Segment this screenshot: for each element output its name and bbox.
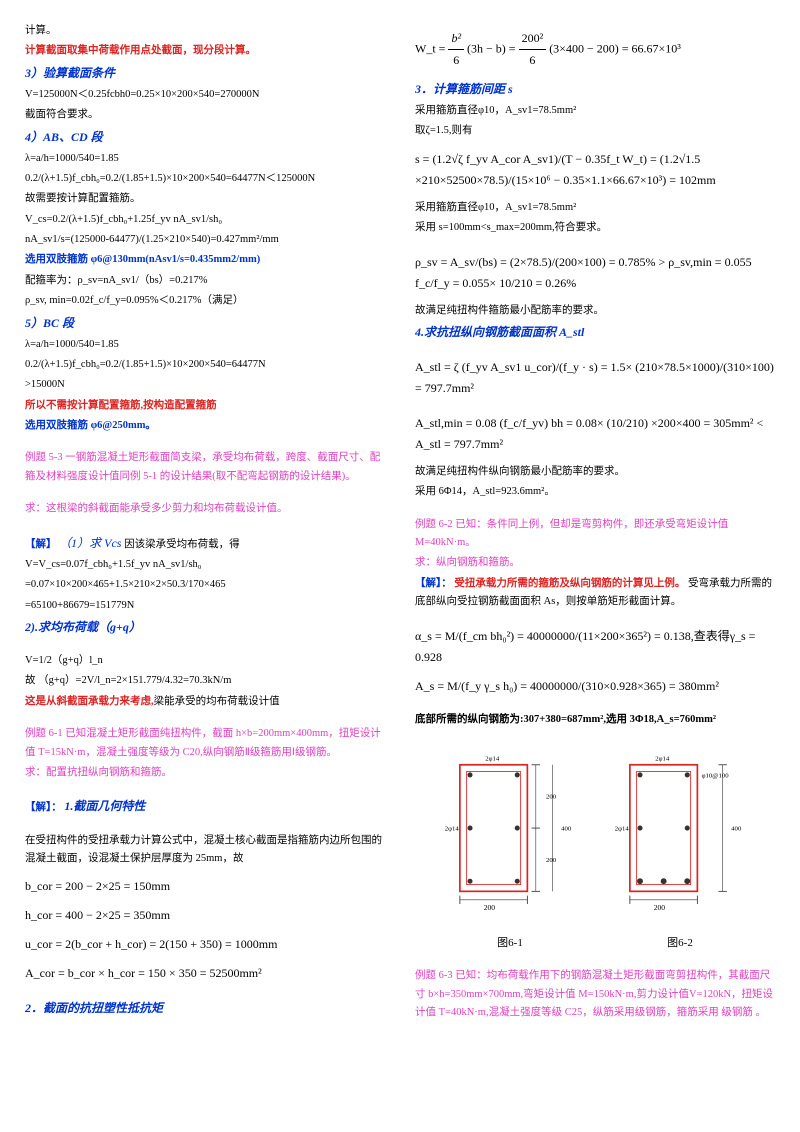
text: 故满足纯扭构件箍筋最小配筋率的要求。	[415, 302, 775, 320]
text: 截面符合要求。	[25, 106, 385, 124]
svg-text:200: 200	[545, 857, 556, 864]
svg-text:200: 200	[545, 793, 556, 800]
example-req: 求：纵向钢筋和箍筋。	[415, 554, 775, 572]
svg-text:200: 200	[483, 903, 495, 912]
sol-text: 因该梁承受均布荷载，得	[124, 539, 240, 550]
formula: u_cor = 2(b_cor + h_cor) = 2(150 + 350) …	[25, 934, 385, 955]
f: W_t =	[415, 41, 448, 55]
heading: 2．截面的抗扭塑性抵抗矩	[25, 998, 385, 1019]
text: V=V_cs=0.07f_cbh₀+1.5f_yv nA_sv1/sh₀	[25, 556, 385, 574]
text: λ=a/h=1000/540=1.85	[25, 150, 385, 168]
cross-section-icon: 200 200 200 400 2φ14 2φ14	[443, 744, 578, 929]
sol-label: 【解】：	[25, 802, 62, 813]
text: ρ_sv, min=0.02f_c/f_y=0.095%＜0.217%（满足）	[25, 292, 385, 310]
svg-text:φ10@100: φ10@100	[701, 772, 729, 779]
text: 选用双肢箍筋 φ6@130mm(nAsv1/s=0.435mm2/mm)	[25, 251, 385, 269]
example-title: 例题 6-1 已知混凝土矩形截面纯扭构件，截面 h×b=200mm×400mm，…	[25, 725, 385, 762]
svg-text:2φ14: 2φ14	[485, 755, 500, 762]
formula: A_cor = b_cor × h_cor = 150 × 350 = 5250…	[25, 963, 385, 984]
example-title: 例题 5-3 一钢筋混凝土矩形截面简支梁，承受均布荷载，跨度、截面尺寸、配箍及材…	[25, 449, 385, 486]
text: 0.2/(λ+1.5)f_cbh₀=0.2/(1.85+1.5)×10×200×…	[25, 356, 385, 374]
heading: 4）AB、CD 段	[25, 127, 385, 148]
sol-label: 【解】	[25, 539, 57, 550]
text: 取ζ=1.5,则有	[415, 122, 775, 140]
solution: 【解】 （1）求 Vcs 因该梁承受均布荷载，得	[25, 533, 385, 554]
text: 配箍率为：ρ_sv=nA_sv1/（bs）=0.217%	[25, 272, 385, 290]
sol-label: 【解】：	[415, 578, 452, 589]
formula: A_stl,min = 0.08 (f_c/f_yv) bh = 0.08× (…	[415, 413, 775, 455]
text: >15000N	[25, 376, 385, 394]
sol-part: 1.截面几何特性	[64, 799, 145, 813]
svg-text:2φ14: 2φ14	[614, 825, 629, 832]
text: 采用箍筋直径φ10，A_sv1=78.5mm²	[415, 102, 775, 120]
f: (3h − b) =	[467, 41, 519, 55]
formula: A_stl = ζ (f_yv A_sv1 u_cor)/(f_y · s) =…	[415, 357, 775, 399]
text: 采用 s=100mm<s_max=200mm,符合要求。	[415, 219, 775, 237]
text: 选用双肢箍筋 φ6@250mm。	[25, 417, 385, 435]
text: 所以不需按计算配置箍筋,按构造配置箍筋	[25, 397, 385, 415]
formula: ρ_sv = A_sv/(bs) = (2×78.5)/(200×100) = …	[415, 252, 775, 294]
heading: 3．计算箍筋间距 s	[415, 79, 775, 100]
fig-label: 图6-2	[667, 934, 693, 953]
example-req: 求：配置抗扭纵向钢筋和箍筋。	[25, 764, 385, 782]
sol-text: 受扭承载力所需的箍筋及纵向钢筋的计算见上例。	[454, 578, 685, 589]
diagram-1: 200 200 200 400 2φ14 2φ14 图6-1	[443, 744, 578, 953]
formula: A_s = M/(f_y γ_s h₀) = 40000000/(310×0.9…	[415, 676, 775, 697]
svg-text:2φ14: 2φ14	[444, 825, 459, 832]
text: λ=a/h=1000/540=1.85	[25, 336, 385, 354]
example-title: 例题 6-2 已知：条件同上例，但却是弯剪构件，即还承受弯矩设计值M=40kN·…	[415, 516, 775, 553]
heading: 3）验算截面条件	[25, 63, 385, 84]
left-column: 计算。 计算截面取集中荷载作用点处截面，现分段计算。 3）验算截面条件 V=12…	[25, 20, 385, 1024]
text: 这是从斜截面承载力来考虑,梁能承受的均布荷载设计值	[25, 693, 385, 711]
text: 这是从斜截面承载力来考虑,	[25, 696, 154, 707]
text: 故满足纯扭构件纵向钢筋最小配筋率的要求。	[415, 463, 775, 481]
heading: 5）BC 段	[25, 313, 385, 334]
formula: h_cor = 400 − 2×25 = 350mm	[25, 905, 385, 926]
sol-part: （1）求 Vcs	[59, 536, 121, 550]
solution: 【解】： 1.截面几何特性	[25, 796, 385, 817]
text: 采用 6Φ14，A_stl=923.6mm²。	[415, 483, 775, 501]
svg-text:400: 400	[731, 825, 742, 832]
text: =0.07×10×200×465+1.5×210×2×50.3/170×465	[25, 576, 385, 594]
fig-label: 图6-1	[497, 934, 523, 953]
text: 梁能承受的均布荷载设计值	[154, 696, 280, 707]
solution: 【解】： 受扭承载力所需的箍筋及纵向钢筋的计算见上例。 受弯承载力所需的底部纵向…	[415, 575, 775, 612]
text: nA_sv1/s=(125000-64477)/(1.25×210×540)=0…	[25, 231, 385, 249]
right-column: W_t = b²6 (3h − b) = 200²6 (3×400 − 200)…	[415, 20, 775, 1024]
svg-text:400: 400	[561, 825, 572, 832]
example-req: 求：这根梁的斜截面能承受多少剪力和均布荷载设计值。	[25, 500, 385, 518]
text: V=125000N＜0.25fcbh0=0.25×10×200×540=2700…	[25, 86, 385, 104]
text: 故 （g+q）=2V/l_n=2×151.779/4.32=70.3kN/m	[25, 672, 385, 690]
heading: 2).求均布荷载（g+q）	[25, 617, 385, 638]
text: 计算截面取集中荷载作用点处截面，现分段计算。	[25, 42, 385, 60]
f: (3×400 − 200) = 66.67×10³	[549, 41, 681, 55]
text: 底部所需的纵向钢筋为:307+380=687mm²,选用 3Φ18,A_s=76…	[415, 711, 775, 729]
formula: b_cor = 200 − 2×25 = 150mm	[25, 876, 385, 897]
formula: α_s = M/(f_cm bh₀²) = 40000000/(11×200×3…	[415, 626, 775, 668]
formula: s = (1.2√ζ f_yv A_cor A_sv1)/(T − 0.35f_…	[415, 149, 775, 191]
text: 计算。	[25, 22, 385, 40]
svg-text:200: 200	[653, 903, 665, 912]
text: =65100+86679=151779N	[25, 597, 385, 615]
diagram-2: 200 400 2φ14 φ10@100 2φ14 图6-2	[613, 744, 748, 953]
diagrams-row: 200 200 200 400 2φ14 2φ14 图6-1 200 400 2φ…	[415, 744, 775, 953]
text: 故需要按计算配置箍筋。	[25, 190, 385, 208]
formula: W_t = b²6 (3h − b) = 200²6 (3×400 − 200)…	[415, 28, 775, 71]
heading: 4.求抗扭纵向钢筋截面面积 A_stl	[415, 322, 775, 343]
text: V=1/2（g+q）l_n	[25, 652, 385, 670]
text: 采用箍筋直径φ10，A_sv1=78.5mm²	[415, 199, 775, 217]
svg-text:2φ14: 2φ14	[655, 755, 670, 762]
text: 在受扭构件的受扭承载力计算公式中，混凝土核心截面是指箍筋内边所包围的混凝土截面，…	[25, 832, 385, 869]
text: 0.2/(λ+1.5)f_cbh₀=0.2/(1.85+1.5)×10×200×…	[25, 170, 385, 188]
text: V_cs=0.2/(λ+1.5)f_cbh₀+1.25f_yv nA_sv1/s…	[25, 211, 385, 229]
cross-section-icon: 200 400 2φ14 φ10@100 2φ14	[613, 744, 748, 929]
example-title: 例题 6-3 已知：均布荷载作用下的钢筋混凝土矩形截面弯剪扭构件，其截面尺寸 b…	[415, 967, 775, 1022]
